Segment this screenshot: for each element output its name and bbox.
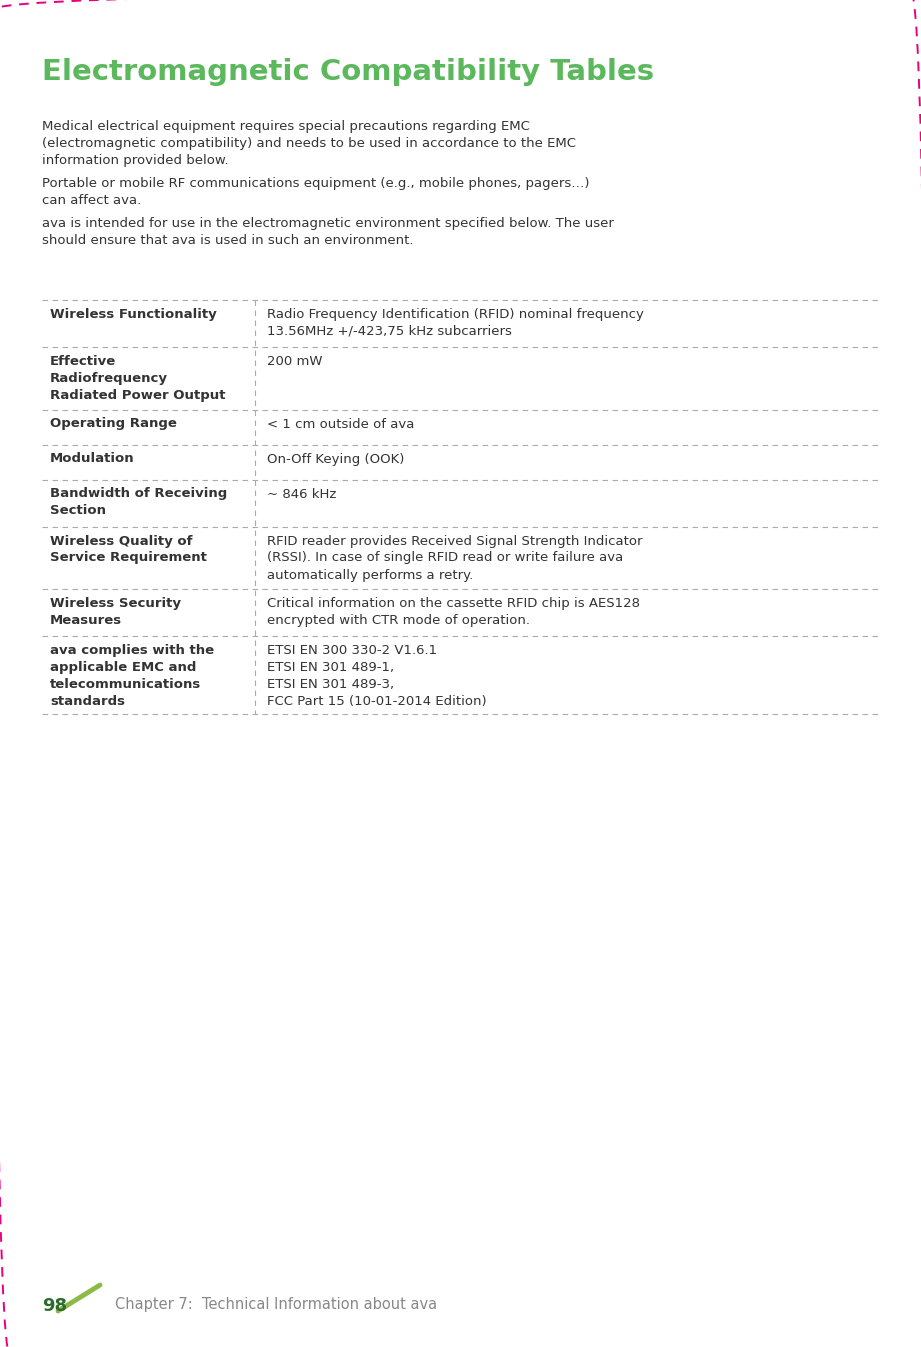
Text: Wireless Functionality: Wireless Functionality — [50, 308, 216, 321]
Text: Wireless Security
Measures: Wireless Security Measures — [50, 597, 181, 626]
Text: 200 mW: 200 mW — [267, 356, 322, 368]
Text: RFID reader provides Received Signal Strength Indicator
(RSSI). In case of singl: RFID reader provides Received Signal Str… — [267, 535, 643, 582]
Text: Electromagnetic Compatibility Tables: Electromagnetic Compatibility Tables — [42, 58, 654, 86]
Text: Radio Frequency Identification (RFID) nominal frequency
13.56MHz +/-423,75 kHz s: Radio Frequency Identification (RFID) no… — [267, 308, 644, 338]
Text: ~ 846 kHz: ~ 846 kHz — [267, 488, 336, 501]
Text: Portable or mobile RF communications equipment (e.g., mobile phones, pagers…)
ca: Portable or mobile RF communications equ… — [42, 176, 589, 206]
Text: On-Off Keying (OOK): On-Off Keying (OOK) — [267, 453, 404, 466]
Text: ava complies with the
applicable EMC and
telecommunications
standards: ava complies with the applicable EMC and… — [50, 644, 214, 709]
Text: Chapter 7:  Technical Information about ava: Chapter 7: Technical Information about a… — [115, 1297, 437, 1312]
Text: Wireless Quality of
Service Requirement: Wireless Quality of Service Requirement — [50, 535, 207, 564]
Text: < 1 cm outside of ava: < 1 cm outside of ava — [267, 418, 414, 431]
Text: Operating Range: Operating Range — [50, 418, 177, 431]
Text: Effective
Radiofrequency
Radiated Power Output: Effective Radiofrequency Radiated Power … — [50, 356, 226, 401]
Text: Modulation: Modulation — [50, 453, 134, 466]
Text: Medical electrical equipment requires special precautions regarding EMC
(electro: Medical electrical equipment requires sp… — [42, 120, 576, 167]
Text: ava is intended for use in the electromagnetic environment specified below. The : ava is intended for use in the electroma… — [42, 217, 614, 248]
Text: 98: 98 — [42, 1297, 67, 1315]
Text: Bandwidth of Receiving
Section: Bandwidth of Receiving Section — [50, 488, 227, 517]
Text: ETSI EN 300 330-2 V1.6.1
ETSI EN 301 489-1,
ETSI EN 301 489-3,
FCC Part 15 (10-0: ETSI EN 300 330-2 V1.6.1 ETSI EN 301 489… — [267, 644, 486, 709]
Text: Critical information on the cassette RFID chip is AES128
encrypted with CTR mode: Critical information on the cassette RFI… — [267, 597, 640, 626]
